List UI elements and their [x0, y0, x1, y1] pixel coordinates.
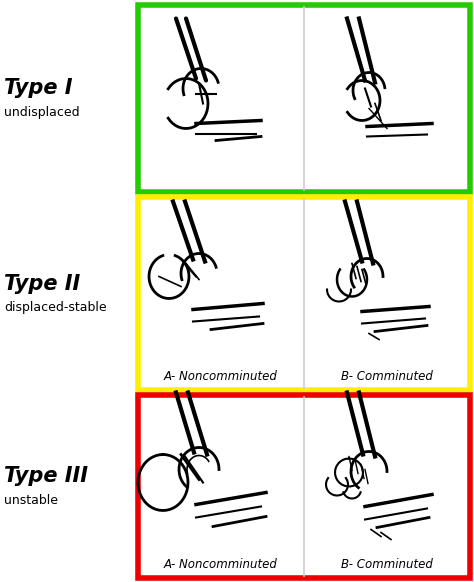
Text: Type II: Type II: [4, 274, 80, 293]
Bar: [138, 197, 470, 390]
Text: displaced-stable: displaced-stable: [4, 301, 107, 314]
Text: B- Comminuted: B- Comminuted: [341, 370, 433, 382]
Text: A- Noncomminuted: A- Noncomminuted: [164, 370, 278, 382]
Text: undisplaced: undisplaced: [4, 106, 80, 119]
Text: unstable: unstable: [4, 494, 58, 507]
Text: Type I: Type I: [4, 79, 73, 98]
Bar: [138, 5, 470, 192]
Bar: [138, 395, 470, 578]
Text: B- Comminuted: B- Comminuted: [341, 558, 433, 570]
Text: A- Noncomminuted: A- Noncomminuted: [164, 558, 278, 570]
Text: Type III: Type III: [4, 467, 88, 487]
